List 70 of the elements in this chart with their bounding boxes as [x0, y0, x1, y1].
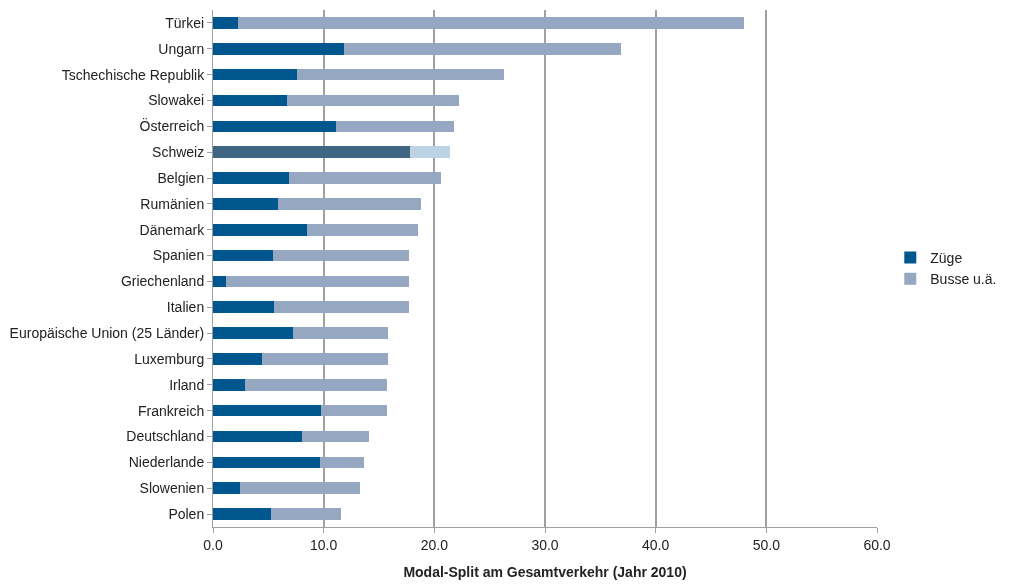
bar	[213, 275, 227, 288]
y-tick-label: Italien	[166, 299, 205, 316]
y-tick-label: Dänemark	[139, 221, 206, 238]
bar	[213, 42, 344, 55]
bar	[272, 249, 409, 262]
y-tick-label: Rumänien	[140, 195, 205, 212]
bar	[335, 120, 455, 133]
y-tick-label: Slowakei	[148, 92, 205, 109]
bar	[213, 68, 298, 81]
bar	[226, 275, 409, 288]
bar	[213, 482, 240, 495]
y-tick-label: Tschechische Republik	[61, 66, 206, 83]
y-tick-label: Türkei	[165, 14, 205, 31]
x-tick-label: 60.0	[863, 536, 891, 553]
y-tick-label: Griechenland	[120, 273, 205, 290]
y-tick-label: Niederlande	[128, 454, 205, 471]
bar	[213, 353, 262, 365]
bar	[213, 249, 273, 262]
legend-label: Busse u.ä.	[930, 271, 997, 288]
bar	[287, 94, 459, 107]
bar	[239, 482, 361, 495]
bar	[301, 430, 370, 443]
bar	[245, 379, 387, 391]
bar	[213, 146, 410, 158]
bar	[213, 456, 321, 469]
y-tick-label: Deutschland	[126, 428, 205, 445]
y-tick-label: Österreich	[139, 117, 205, 135]
y-tick-label: Ungarn	[158, 40, 205, 57]
bar	[213, 301, 274, 314]
bar	[289, 172, 441, 184]
bar	[213, 327, 293, 339]
bar	[270, 508, 342, 520]
bar	[343, 42, 622, 55]
bar	[320, 456, 364, 469]
bar	[273, 301, 409, 314]
bar	[307, 223, 418, 236]
y-tick-label: Europäische Union (25 Länder)	[9, 325, 205, 342]
bar	[213, 404, 322, 417]
x-tick-label: 30.0	[531, 536, 559, 553]
x-axis-title: Modal-Split am Gesamtverkehr (Jahr 2010)	[403, 564, 687, 581]
x-tick-label: 50.0	[752, 536, 781, 553]
bar	[213, 172, 290, 184]
bar	[292, 327, 388, 339]
legend-label: Züge	[930, 250, 963, 267]
y-tick-label: Schweiz	[152, 144, 205, 161]
x-tick-label: 0.0	[203, 536, 223, 553]
y-tick-label: Luxemburg	[134, 350, 205, 367]
y-tick-label: Belgien	[157, 169, 205, 186]
bar	[213, 120, 336, 133]
bar	[213, 508, 271, 520]
bar	[213, 94, 288, 107]
y-tick-label: Frankreich	[138, 402, 205, 419]
bar	[321, 404, 387, 417]
bar	[409, 146, 450, 158]
bar	[213, 430, 302, 443]
x-tick-label: 10.0	[310, 536, 338, 553]
bar	[213, 198, 279, 210]
bar	[261, 353, 388, 365]
x-tick-label: 40.0	[642, 536, 670, 553]
y-tick-label: Slowenien	[139, 480, 205, 497]
bar	[213, 379, 246, 391]
x-tick-label: 20.0	[420, 536, 449, 553]
bar	[213, 223, 308, 236]
bar	[278, 198, 422, 210]
bar	[297, 68, 505, 81]
y-tick-label: Spanien	[152, 247, 205, 264]
bar	[238, 17, 745, 29]
bar	[213, 17, 239, 29]
y-tick-label: Irland	[169, 376, 205, 393]
y-tick-label: Polen	[168, 505, 205, 522]
